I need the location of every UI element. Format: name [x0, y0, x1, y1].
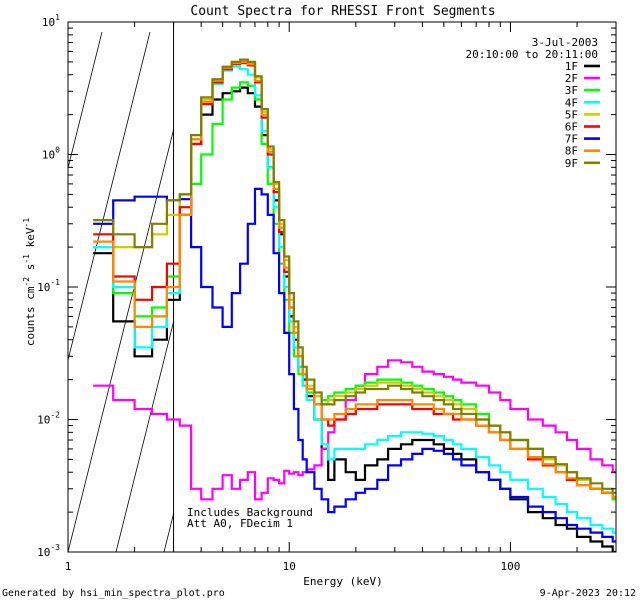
- legend-label-1F: 1F: [565, 60, 578, 73]
- y-tick-exponent: -3: [50, 543, 60, 552]
- legend-label-6F: 6F: [565, 121, 578, 134]
- y-tick-base: 10: [42, 16, 55, 29]
- x-tick-labels: 1 10 100: [65, 560, 521, 573]
- hatch-line: [68, 31, 151, 362]
- y-tick-label: 101: [42, 13, 60, 29]
- y-label-sup3: -1: [22, 218, 31, 228]
- y-tick-base: 10: [37, 281, 50, 294]
- hatch-line: [0, 32, 6, 552]
- series-7F: [93, 187, 616, 543]
- annotation-background: Includes Background: [187, 506, 313, 519]
- y-tick-exponent: -1: [50, 278, 60, 287]
- legend: 3-Jul-2003 20:10:00 to 20:11:00 1F2F3F4F…: [466, 36, 600, 170]
- footer-generated-by: Generated by hsi_min_spectra_plot.pro: [2, 588, 225, 599]
- hatch-line: [68, 31, 103, 170]
- y-tick-base: 10: [37, 414, 50, 427]
- hatched-region: [0, 22, 616, 552]
- series-4F: [93, 65, 616, 534]
- y-label-sup2: -1: [22, 254, 31, 264]
- y-axis-label: counts cm-2 s-1 keV-1: [22, 218, 37, 346]
- y-label-mid1: s: [24, 264, 37, 277]
- legend-label-9F: 9F: [565, 157, 578, 170]
- y-label-main: counts cm: [24, 286, 37, 346]
- legend-label-7F: 7F: [565, 133, 578, 146]
- x-tick-label: 100: [501, 560, 521, 573]
- y-tick-exponent: 1: [55, 13, 60, 22]
- y-label-sup1: -2: [22, 277, 31, 287]
- y-tick-label: 10-1: [37, 278, 60, 294]
- footer-timestamp: 9-Apr-2023 20:12: [540, 588, 636, 599]
- y-tick-base: 10: [42, 149, 55, 162]
- y-tick-base: 10: [37, 546, 50, 559]
- axis-ticks: [67, 22, 617, 553]
- y-tick-label: 10-3: [37, 543, 60, 559]
- x-axis-label: Energy (keV): [303, 575, 382, 588]
- series-2F: [93, 359, 616, 501]
- annotation-attenuator: Att A0, FDecim 1: [187, 517, 293, 530]
- legend-label-5F: 5F: [565, 108, 578, 121]
- y-tick-label: 100: [42, 146, 60, 162]
- y-tick-exponent: 0: [55, 146, 60, 155]
- y-tick-label: 10-2: [37, 411, 60, 427]
- legend-label-3F: 3F: [565, 84, 578, 97]
- series-layer: [93, 58, 616, 552]
- y-label-mid2: keV: [24, 227, 37, 254]
- x-tick-label: 1: [65, 560, 72, 573]
- legend-label-4F: 4F: [565, 96, 578, 109]
- x-tick-label: 10: [283, 560, 296, 573]
- legend-label-2F: 2F: [565, 72, 578, 85]
- series-8F: [93, 60, 616, 499]
- series-9F: [93, 58, 616, 494]
- legend-date: 3-Jul-2003: [532, 36, 598, 49]
- chart-title: Count Spectra for RHESSI Front Segments: [190, 4, 495, 19]
- y-tick-exponent: -2: [50, 411, 60, 420]
- legend-label-8F: 8F: [565, 145, 578, 158]
- legend-time-range: 20:10:00 to 20:11:00: [466, 48, 598, 61]
